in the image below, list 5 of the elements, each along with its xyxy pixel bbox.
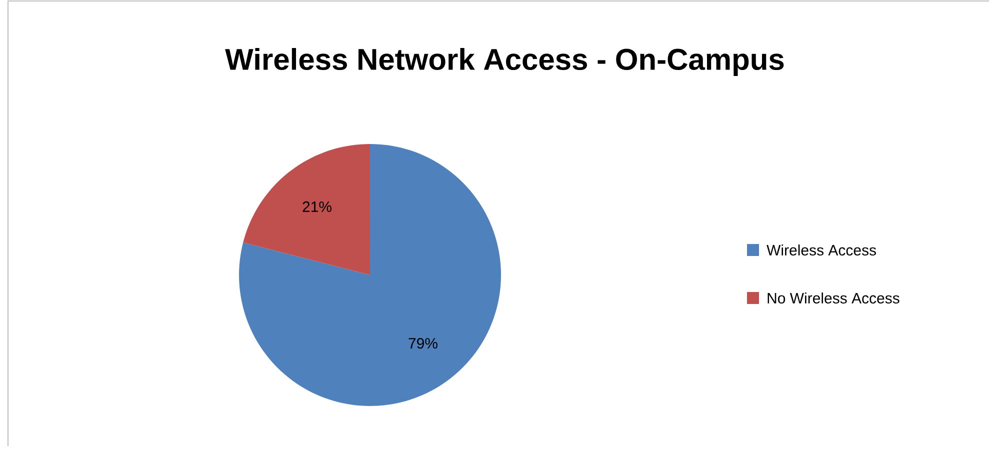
data-label: 79%	[408, 338, 438, 349]
data-label: 21%	[302, 201, 332, 212]
legend-label: No Wireless Access	[768, 292, 900, 304]
legend-label: Wireless Access	[766, 244, 876, 256]
chart-title: Wireless Network Access - On-Campus	[225, 48, 784, 76]
